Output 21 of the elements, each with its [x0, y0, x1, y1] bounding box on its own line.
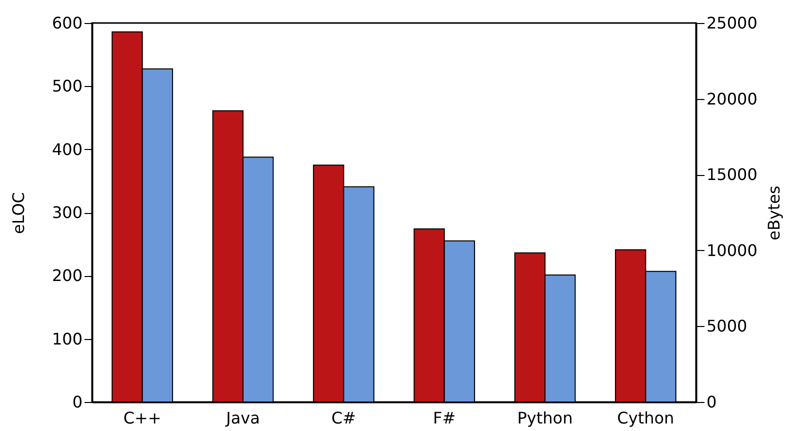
y2-tick-label: 5000 — [706, 316, 748, 336]
x-tick-label: Cython — [617, 408, 674, 428]
y-axis-title: eLOC — [8, 192, 28, 234]
y2-tick-label: 25000 — [706, 14, 758, 32]
y-tick-label: 500 — [52, 76, 82, 96]
y2-tick-label: 20000 — [706, 89, 758, 108]
y-tick-label: 100 — [52, 329, 82, 348]
y-tick-label: 200 — [52, 266, 82, 286]
y2-axis-title: eBytes — [764, 186, 784, 240]
x-tick-label: Python — [517, 408, 573, 428]
y-tick-label: 400 — [52, 140, 82, 159]
y2-tick-label: 10000 — [706, 240, 758, 260]
x-tick-label: C++ — [123, 408, 162, 428]
x-tick-label: Java — [225, 408, 260, 428]
x-tick-label: C# — [331, 408, 356, 428]
y-tick-label: 600 — [52, 14, 82, 32]
y2-tick-label: 0 — [706, 392, 717, 412]
x-tick-label: F# — [433, 408, 456, 428]
y-tick-label: 300 — [52, 203, 82, 222]
y2-tick-label: 15000 — [706, 165, 758, 184]
y-tick-label: 0 — [72, 392, 82, 412]
